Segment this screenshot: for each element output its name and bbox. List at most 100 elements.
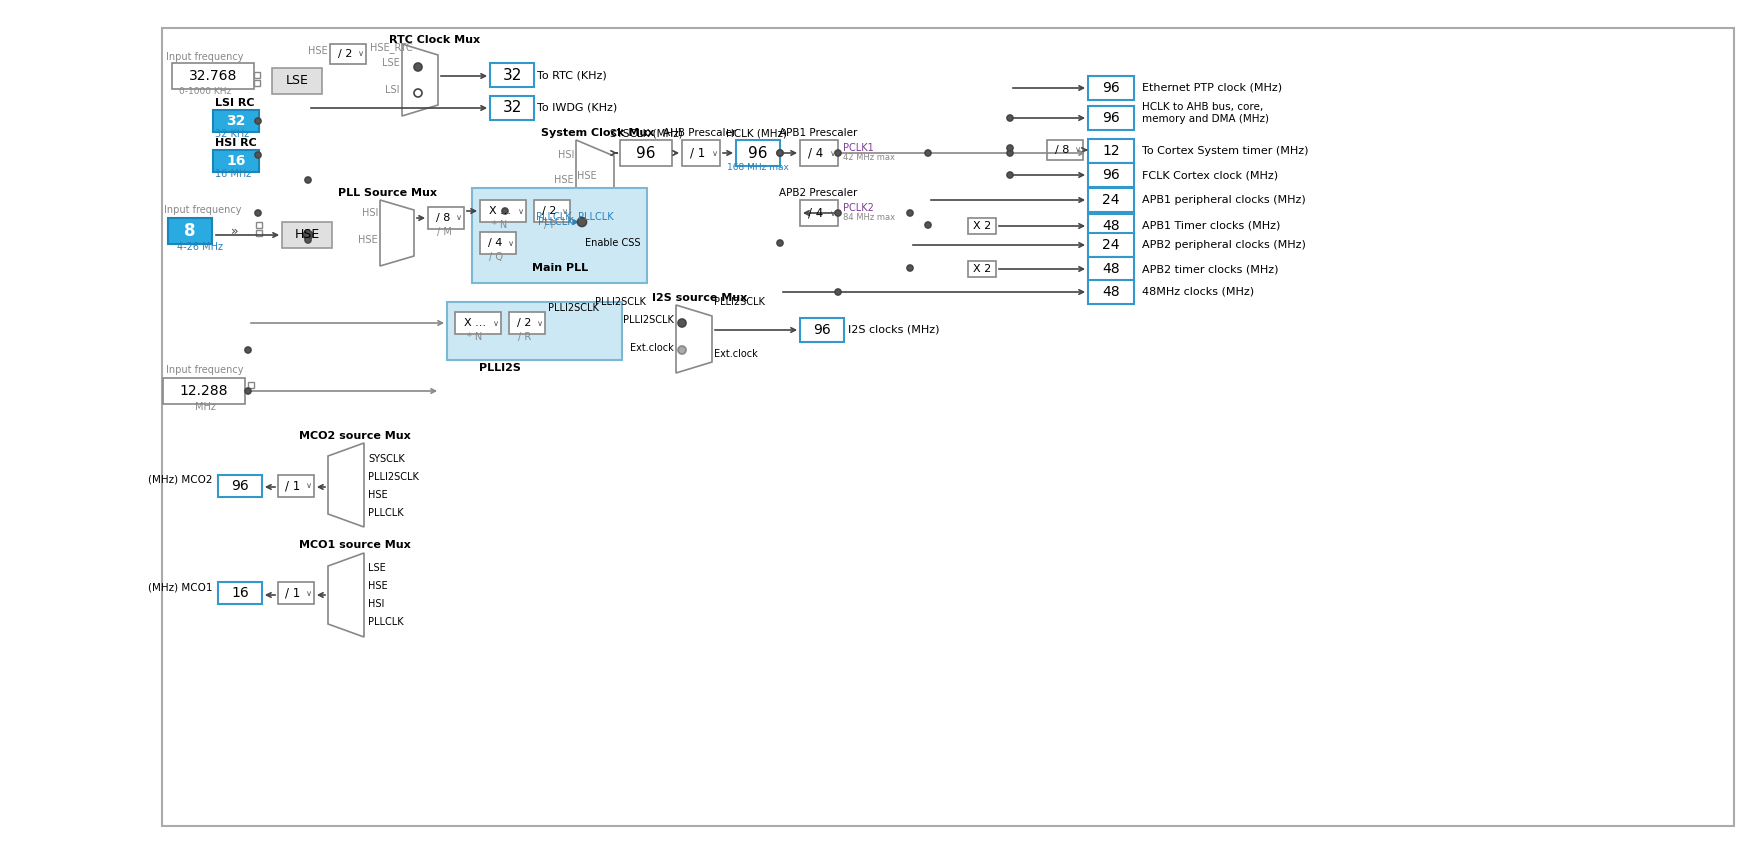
Text: / M: / M: [437, 227, 451, 237]
Text: * N: * N: [492, 220, 508, 230]
Bar: [272, 68, 323, 94]
Text: Ext.clock: Ext.clock: [714, 349, 758, 359]
Bar: [219, 582, 263, 604]
Circle shape: [256, 152, 261, 158]
Bar: [480, 232, 517, 254]
Text: SYSCLK: SYSCLK: [368, 454, 405, 464]
Text: ∨: ∨: [307, 482, 312, 490]
Bar: [162, 28, 1735, 826]
Text: Ext.clock: Ext.clock: [629, 343, 673, 353]
Circle shape: [679, 346, 686, 354]
Text: 96: 96: [1102, 168, 1120, 182]
Bar: [254, 72, 259, 78]
Text: LSE: LSE: [286, 75, 309, 88]
Text: / 1: / 1: [691, 146, 705, 159]
Text: LSI RC: LSI RC: [215, 98, 254, 108]
Text: ∨: ∨: [562, 207, 568, 215]
Text: ∨: ∨: [307, 589, 312, 597]
Text: LSE: LSE: [368, 563, 386, 573]
Text: 48: 48: [1102, 262, 1120, 276]
Circle shape: [414, 63, 421, 71]
Text: / Q: / Q: [488, 252, 502, 262]
Bar: [282, 222, 331, 248]
Bar: [1088, 188, 1134, 212]
Text: (MHz) MCO1: (MHz) MCO1: [148, 582, 213, 592]
Circle shape: [906, 265, 913, 271]
Text: HSI: HSI: [368, 599, 384, 609]
Text: HSE_RTC: HSE_RTC: [370, 43, 413, 54]
Text: 96: 96: [813, 323, 830, 337]
Bar: [472, 188, 647, 283]
Circle shape: [1007, 150, 1014, 156]
Text: 8: 8: [185, 222, 196, 240]
Text: 48: 48: [1102, 219, 1120, 233]
Text: Input frequency: Input frequency: [166, 365, 243, 375]
Text: 96: 96: [636, 146, 656, 161]
Text: I2S clocks (MHz): I2S clocks (MHz): [848, 325, 940, 335]
Text: HSI: HSI: [361, 208, 377, 218]
Text: ∨: ∨: [830, 149, 836, 157]
Circle shape: [679, 319, 686, 327]
Text: / 8: / 8: [435, 213, 450, 223]
Bar: [219, 475, 263, 497]
Text: LSE: LSE: [383, 58, 400, 68]
Text: APB2 peripheral clocks (MHz): APB2 peripheral clocks (MHz): [1142, 240, 1306, 250]
Text: 4-26 MHz: 4-26 MHz: [176, 242, 222, 252]
Text: AHB Prescaler: AHB Prescaler: [663, 128, 737, 138]
Text: 32.768: 32.768: [189, 69, 238, 83]
Text: 48MHz clocks (MHz): 48MHz clocks (MHz): [1142, 287, 1253, 297]
Text: »: »: [231, 225, 238, 237]
Circle shape: [245, 388, 250, 394]
Text: ∨: ∨: [712, 149, 718, 157]
Text: 32: 32: [502, 67, 522, 83]
Bar: [279, 475, 314, 497]
Circle shape: [414, 89, 421, 97]
Text: APB2 timer clocks (MHz): APB2 timer clocks (MHz): [1142, 264, 1278, 274]
Text: 32 KHz: 32 KHz: [215, 129, 249, 139]
Text: PLLCLK: PLLCLK: [578, 212, 614, 222]
Bar: [1088, 214, 1134, 238]
Text: ∨: ∨: [494, 318, 499, 328]
Bar: [1088, 280, 1134, 304]
Text: 84 MHz max: 84 MHz max: [843, 213, 896, 221]
Bar: [582, 235, 643, 252]
Text: 96: 96: [1102, 81, 1120, 95]
Text: APB1 Timer clocks (MHz): APB1 Timer clocks (MHz): [1142, 221, 1280, 231]
Text: HCLK to AHB bus, core,
memory and DMA (MHz): HCLK to AHB bus, core, memory and DMA (M…: [1142, 102, 1269, 123]
Bar: [173, 63, 254, 89]
Text: 32: 32: [226, 114, 245, 128]
Text: APB2 Prescaler: APB2 Prescaler: [779, 188, 857, 198]
Bar: [968, 261, 996, 277]
Text: HSE: HSE: [358, 235, 377, 245]
Circle shape: [836, 210, 841, 216]
Text: 32: 32: [502, 100, 522, 116]
Bar: [249, 382, 254, 388]
Text: PLLI2SCLK: PLLI2SCLK: [548, 303, 599, 313]
Circle shape: [1007, 172, 1014, 178]
Text: / 4: / 4: [809, 207, 823, 220]
Text: To IWDG (KHz): To IWDG (KHz): [538, 103, 617, 113]
Text: / 8: / 8: [1054, 145, 1068, 155]
Text: APB1 Prescaler: APB1 Prescaler: [779, 128, 857, 138]
Bar: [490, 63, 534, 87]
Text: HSE: HSE: [368, 581, 388, 591]
Polygon shape: [675, 305, 712, 373]
Bar: [279, 582, 314, 604]
Text: To RTC (KHz): To RTC (KHz): [538, 70, 606, 80]
Bar: [1088, 163, 1134, 187]
Bar: [330, 44, 367, 64]
Text: FCLK Cortex clock (MHz): FCLK Cortex clock (MHz): [1142, 170, 1278, 180]
Text: / 1: / 1: [286, 479, 301, 493]
Text: RTC Clock Mux: RTC Clock Mux: [390, 35, 481, 45]
Bar: [1088, 139, 1134, 163]
Text: Input frequency: Input frequency: [166, 52, 243, 62]
Text: System Clock Mux: System Clock Mux: [541, 128, 654, 138]
Text: HSE: HSE: [554, 175, 575, 185]
Text: PCLK2: PCLK2: [843, 203, 874, 213]
Bar: [1088, 106, 1134, 130]
Text: Enable CSS: Enable CSS: [585, 238, 640, 248]
Bar: [428, 207, 464, 229]
Text: X 2: X 2: [973, 221, 991, 231]
Text: PLLI2SCLK: PLLI2SCLK: [622, 315, 673, 325]
Text: APB1 peripheral clocks (MHz): APB1 peripheral clocks (MHz): [1142, 195, 1306, 205]
